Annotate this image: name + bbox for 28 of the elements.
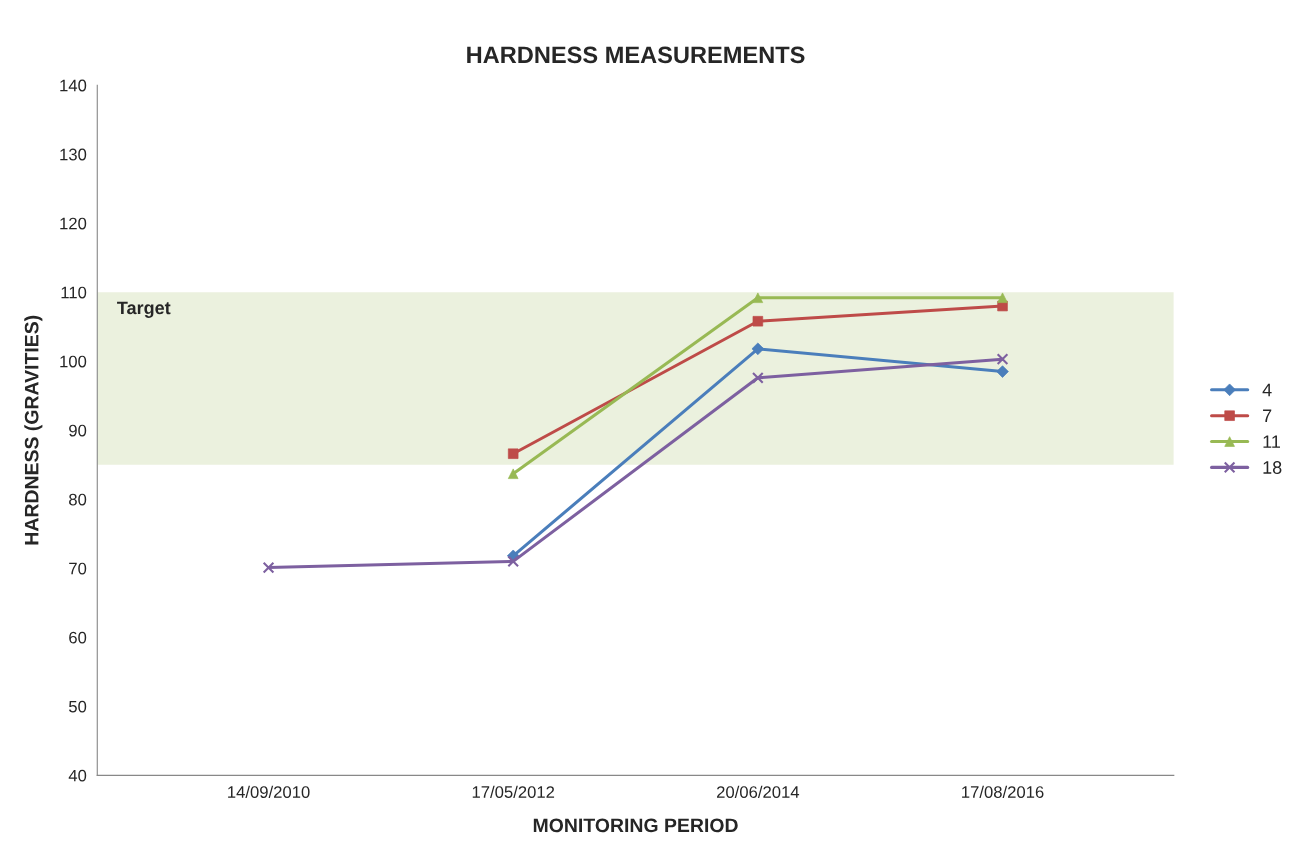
x-axis-title: MONITORING PERIOD (533, 818, 738, 833)
y-tick-label: 40 (68, 769, 87, 782)
y-tick-label: 120 (60, 217, 87, 230)
y-tick-label: 70 (69, 562, 87, 575)
x-tick-label: 17/08/2016 (962, 785, 1044, 798)
point (262, 561, 275, 574)
point (996, 353, 1009, 366)
y-tick-label: 60 (69, 631, 87, 644)
chart-title: HARDNESS MEASUREMENTS (467, 46, 805, 64)
y-tick-label: 140 (60, 79, 87, 92)
y-tick-label: 130 (60, 148, 87, 161)
x-tick-label: 17/05/2012 (472, 785, 555, 798)
x-tick-label: 20/06/2014 (717, 785, 800, 798)
y-axis-title: HARDNESS (GRAVITIES) (24, 315, 43, 545)
point (507, 555, 520, 568)
point (752, 316, 764, 327)
band-label: Target (117, 301, 171, 318)
y-tick-label: 110 (61, 286, 87, 299)
y-tick-label: 90 (69, 424, 87, 437)
point (751, 371, 764, 384)
y-tick-label: 100 (60, 355, 87, 368)
y-tick-label: 50 (68, 700, 87, 713)
legend-label: 11 (1263, 435, 1280, 448)
legend-label: 4 (1262, 383, 1272, 397)
legend-label: 18 (1263, 461, 1282, 474)
legend-label: 7 (1263, 409, 1272, 422)
x-tick-label: 14/09/2010 (228, 785, 310, 798)
y-tick-label: 80 (69, 493, 87, 506)
